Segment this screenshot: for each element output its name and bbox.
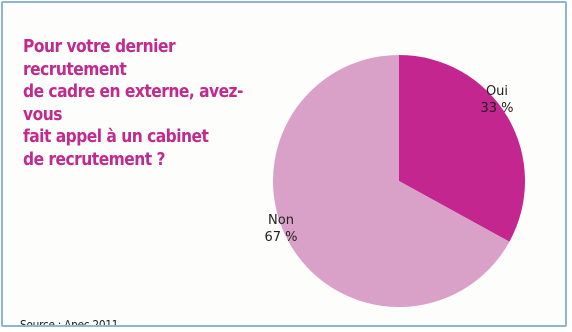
title-line: Pour votre dernier recrutement (23, 36, 176, 80)
pie-slice-oui (399, 55, 525, 242)
chart-title: Pour votre dernier recrutement de cadre … (23, 36, 268, 171)
title-line: fait appel à un cabinet (23, 126, 209, 147)
title-line: de recrutement ? (23, 148, 166, 170)
slice-value-oui: 33 % (480, 101, 513, 116)
slice-label-oui: Oui (486, 84, 508, 99)
pie-slices (273, 55, 525, 307)
source-note: Source : Apec 2011 (20, 318, 119, 327)
title-line: de cadre en externe, avez-vous (23, 81, 243, 125)
pie-slice-non (273, 55, 510, 307)
slice-label-non: Non (268, 213, 294, 228)
slice-value-non: 67 % (264, 230, 297, 245)
